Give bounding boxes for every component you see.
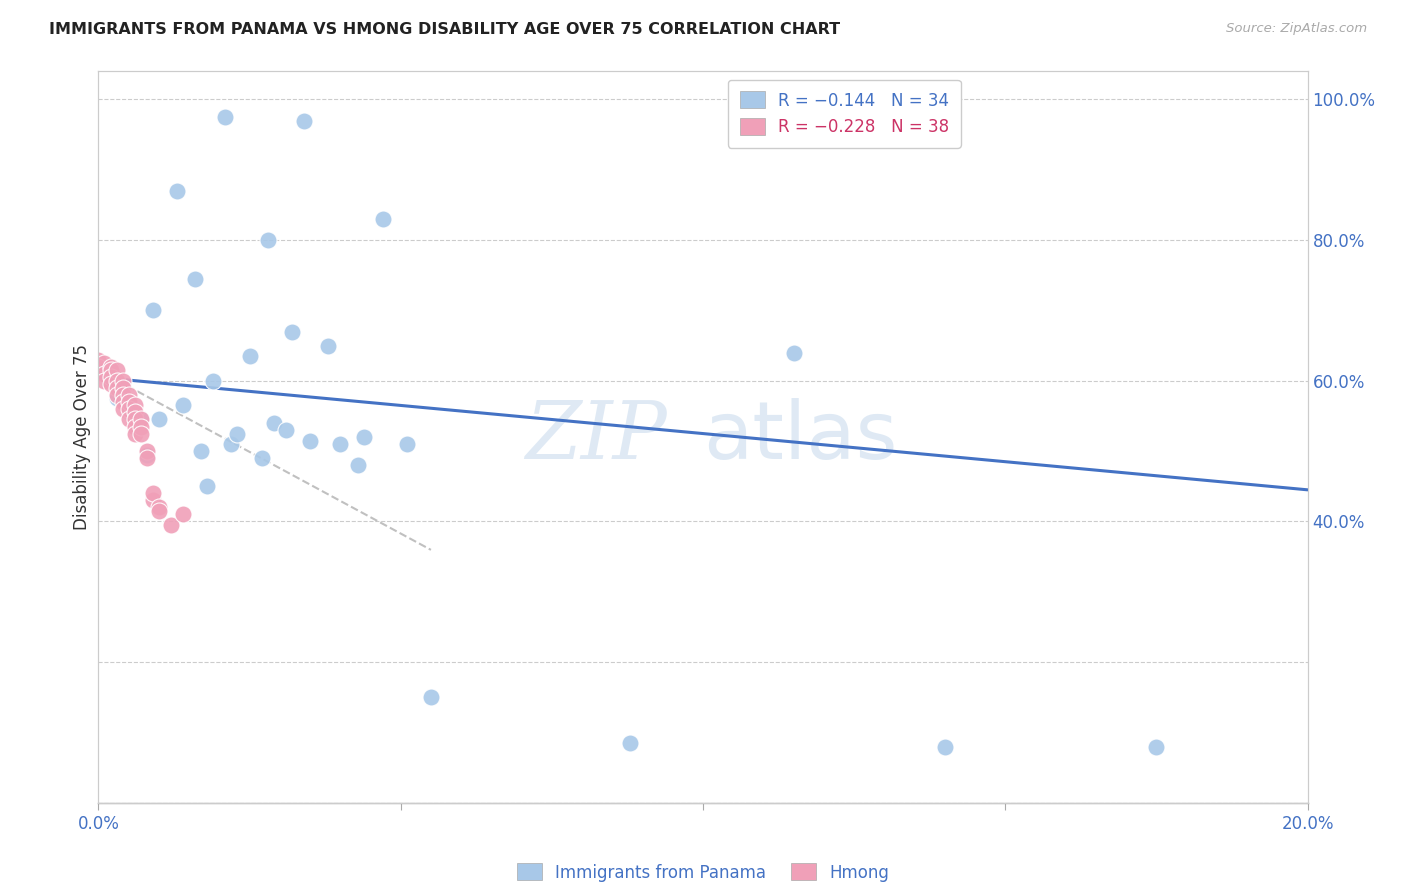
- Point: [148, 500, 170, 515]
- Point: [105, 374, 128, 388]
- Point: [124, 405, 146, 419]
- Point: [274, 423, 297, 437]
- Point: [395, 437, 418, 451]
- Point: [100, 363, 122, 377]
- Point: [124, 426, 146, 441]
- Point: [118, 405, 141, 419]
- Text: IMMIGRANTS FROM PANAMA VS HMONG DISABILITY AGE OVER 75 CORRELATION CHART: IMMIGRANTS FROM PANAMA VS HMONG DISABILI…: [49, 22, 841, 37]
- Point: [100, 377, 122, 392]
- Text: Source: ZipAtlas.com: Source: ZipAtlas.com: [1226, 22, 1367, 36]
- Point: [100, 359, 122, 374]
- Text: ZIP: ZIP: [524, 399, 666, 475]
- Point: [129, 412, 152, 426]
- Point: [129, 426, 152, 441]
- Point: [347, 458, 370, 473]
- Point: [329, 437, 352, 451]
- Point: [166, 184, 188, 198]
- Point: [190, 444, 212, 458]
- Point: [142, 493, 165, 508]
- Point: [148, 412, 170, 426]
- Point: [226, 426, 249, 441]
- Point: [135, 451, 157, 466]
- Point: [93, 367, 115, 381]
- Point: [184, 272, 207, 286]
- Point: [93, 374, 115, 388]
- Point: [934, 739, 956, 754]
- Point: [105, 388, 128, 402]
- Point: [172, 399, 194, 413]
- Point: [172, 508, 194, 522]
- Point: [118, 401, 141, 416]
- Point: [239, 349, 262, 363]
- Point: [124, 412, 146, 426]
- Point: [105, 392, 128, 406]
- Point: [124, 419, 146, 434]
- Point: [118, 412, 141, 426]
- Point: [420, 690, 443, 705]
- Point: [250, 451, 273, 466]
- Point: [111, 401, 134, 416]
- Point: [783, 345, 806, 359]
- Point: [142, 486, 165, 500]
- Point: [214, 110, 236, 124]
- Point: [353, 430, 375, 444]
- Point: [619, 736, 641, 750]
- Text: atlas: atlas: [703, 398, 897, 476]
- Point: [87, 359, 110, 374]
- Point: [93, 356, 115, 370]
- Point: [105, 363, 128, 377]
- Point: [105, 381, 128, 395]
- Point: [195, 479, 218, 493]
- Point: [1144, 739, 1167, 754]
- Legend: Immigrants from Panama, Hmong: Immigrants from Panama, Hmong: [509, 855, 897, 890]
- Point: [263, 416, 285, 430]
- Point: [160, 518, 183, 533]
- Point: [135, 448, 157, 462]
- Point: [135, 444, 157, 458]
- Point: [111, 374, 134, 388]
- Point: [202, 374, 225, 388]
- Point: [100, 370, 122, 384]
- Point: [118, 388, 141, 402]
- Point: [292, 113, 315, 128]
- Y-axis label: Disability Age Over 75: Disability Age Over 75: [73, 344, 91, 530]
- Point: [111, 381, 134, 395]
- Point: [256, 233, 278, 247]
- Point: [148, 504, 170, 518]
- Point: [371, 212, 394, 227]
- Point: [111, 388, 134, 402]
- Point: [87, 352, 110, 367]
- Point: [281, 325, 304, 339]
- Point: [129, 412, 152, 426]
- Point: [118, 395, 141, 409]
- Point: [316, 339, 339, 353]
- Point: [299, 434, 322, 448]
- Point: [111, 395, 134, 409]
- Point: [124, 399, 146, 413]
- Point: [221, 437, 243, 451]
- Point: [142, 303, 165, 318]
- Point: [129, 419, 152, 434]
